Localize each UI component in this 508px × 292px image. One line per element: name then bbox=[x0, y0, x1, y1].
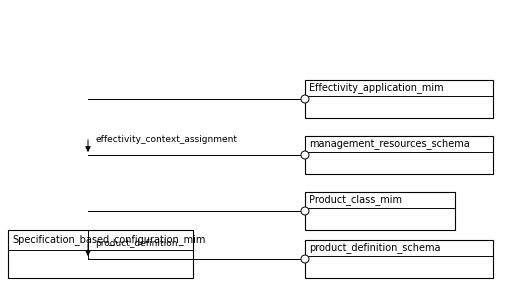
Bar bbox=[305, 80, 493, 118]
Text: Effectivity_application_mim: Effectivity_application_mim bbox=[309, 82, 443, 93]
Text: management_resources_schema: management_resources_schema bbox=[309, 138, 470, 149]
Bar bbox=[305, 192, 455, 230]
Text: Specification_based_configuration_mim: Specification_based_configuration_mim bbox=[12, 234, 205, 245]
Text: effectivity_context_assignment: effectivity_context_assignment bbox=[95, 135, 237, 144]
Bar bbox=[305, 240, 493, 278]
Text: product_definition_schema: product_definition_schema bbox=[309, 242, 440, 253]
Bar bbox=[8, 230, 193, 278]
Circle shape bbox=[301, 95, 309, 103]
Circle shape bbox=[301, 207, 309, 215]
Bar bbox=[305, 136, 493, 174]
Circle shape bbox=[301, 255, 309, 263]
Circle shape bbox=[301, 151, 309, 159]
Text: Product_class_mim: Product_class_mim bbox=[309, 194, 402, 205]
Text: product_definition: product_definition bbox=[95, 239, 177, 248]
